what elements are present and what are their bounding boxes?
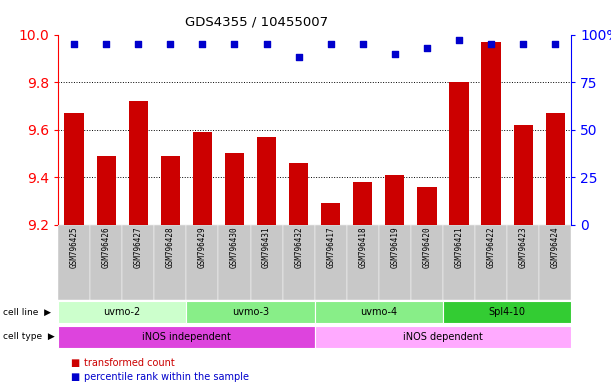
Bar bbox=[186, 301, 315, 323]
Bar bbox=[65, 113, 84, 225]
Text: iNOS dependent: iNOS dependent bbox=[403, 332, 483, 342]
Text: GSM796417: GSM796417 bbox=[326, 226, 335, 268]
Text: GDS4355 / 10455007: GDS4355 / 10455007 bbox=[185, 15, 328, 28]
Point bbox=[294, 54, 304, 60]
Point bbox=[262, 41, 271, 47]
Text: GSM796429: GSM796429 bbox=[198, 226, 207, 268]
Text: iNOS independent: iNOS independent bbox=[142, 332, 231, 342]
Bar bbox=[90, 225, 122, 300]
Text: GSM796422: GSM796422 bbox=[486, 226, 496, 268]
Point bbox=[166, 41, 175, 47]
Point bbox=[454, 37, 464, 43]
Text: GSM796418: GSM796418 bbox=[358, 226, 367, 268]
Text: GSM796428: GSM796428 bbox=[166, 226, 175, 268]
Text: GSM796432: GSM796432 bbox=[294, 226, 303, 268]
Point bbox=[326, 41, 335, 47]
Text: cell type  ▶: cell type ▶ bbox=[3, 333, 55, 341]
Text: GSM796426: GSM796426 bbox=[101, 226, 111, 268]
Bar bbox=[315, 225, 347, 300]
Text: GSM796424: GSM796424 bbox=[551, 226, 560, 268]
Bar bbox=[219, 225, 251, 300]
Bar bbox=[481, 42, 501, 225]
Bar bbox=[283, 225, 315, 300]
Bar bbox=[507, 225, 540, 300]
Bar bbox=[546, 113, 565, 225]
Bar bbox=[58, 225, 90, 300]
Bar bbox=[58, 326, 315, 348]
Bar bbox=[155, 225, 186, 300]
Bar bbox=[315, 301, 443, 323]
Bar bbox=[353, 182, 373, 225]
Bar bbox=[443, 225, 475, 300]
Text: uvmo-4: uvmo-4 bbox=[360, 307, 397, 317]
Bar bbox=[97, 156, 116, 225]
Point bbox=[486, 41, 496, 47]
Text: ■: ■ bbox=[70, 372, 79, 382]
Text: GSM796430: GSM796430 bbox=[230, 226, 239, 268]
Bar bbox=[186, 225, 219, 300]
Bar bbox=[161, 156, 180, 225]
Bar bbox=[58, 301, 186, 323]
Bar bbox=[514, 125, 533, 225]
Point bbox=[358, 41, 368, 47]
Point bbox=[230, 41, 240, 47]
Bar bbox=[122, 225, 155, 300]
Point bbox=[551, 41, 560, 47]
Point bbox=[133, 41, 143, 47]
Bar bbox=[251, 225, 283, 300]
Bar bbox=[540, 225, 571, 300]
Text: GSM796431: GSM796431 bbox=[262, 226, 271, 268]
Bar bbox=[379, 225, 411, 300]
Point bbox=[69, 41, 79, 47]
Bar bbox=[386, 175, 404, 225]
Text: Spl4-10: Spl4-10 bbox=[489, 307, 525, 317]
Text: GSM796420: GSM796420 bbox=[422, 226, 431, 268]
Text: GSM796427: GSM796427 bbox=[134, 226, 143, 268]
Text: GSM796419: GSM796419 bbox=[390, 226, 400, 268]
Text: transformed count: transformed count bbox=[84, 358, 175, 368]
Bar bbox=[321, 203, 340, 225]
Bar bbox=[475, 225, 507, 300]
Text: GSM796425: GSM796425 bbox=[70, 226, 79, 268]
Text: uvmo-2: uvmo-2 bbox=[104, 307, 141, 317]
Text: uvmo-3: uvmo-3 bbox=[232, 307, 269, 317]
Point bbox=[422, 45, 432, 51]
Bar bbox=[289, 163, 309, 225]
Point bbox=[197, 41, 207, 47]
Bar bbox=[450, 82, 469, 225]
Bar bbox=[257, 137, 276, 225]
Bar bbox=[347, 225, 379, 300]
Bar bbox=[225, 153, 244, 225]
Point bbox=[101, 41, 111, 47]
Bar bbox=[411, 225, 443, 300]
Bar bbox=[315, 326, 571, 348]
Text: cell line  ▶: cell line ▶ bbox=[3, 308, 51, 316]
Text: ■: ■ bbox=[70, 358, 79, 368]
Bar bbox=[443, 301, 571, 323]
Point bbox=[390, 51, 400, 57]
Text: GSM796423: GSM796423 bbox=[519, 226, 528, 268]
Bar bbox=[417, 187, 436, 225]
Bar bbox=[129, 101, 148, 225]
Text: percentile rank within the sample: percentile rank within the sample bbox=[84, 372, 249, 382]
Text: GSM796421: GSM796421 bbox=[455, 226, 464, 268]
Bar bbox=[193, 132, 212, 225]
Point bbox=[518, 41, 528, 47]
